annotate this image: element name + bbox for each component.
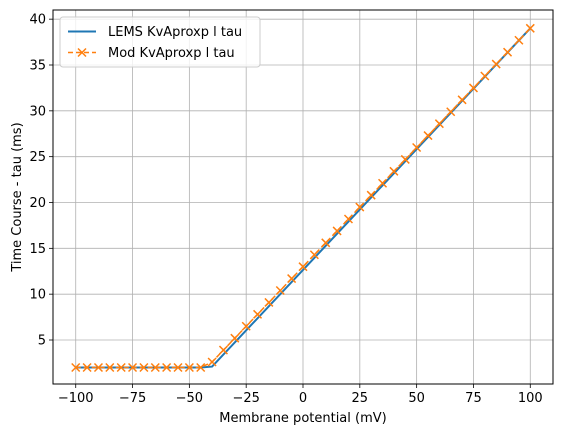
data-point-marker — [184, 362, 194, 373]
x-tick-label: 75 — [465, 391, 482, 406]
y-tick-label: 20 — [29, 196, 46, 211]
legend-marker-mod — [77, 47, 87, 58]
data-point-marker — [139, 362, 149, 373]
data-point-marker — [400, 154, 410, 164]
data-point-marker — [446, 107, 456, 117]
data-point-marker — [253, 309, 263, 319]
legend: LEMS KvAproxp l tau Mod KvAproxp l tau — [59, 16, 261, 68]
data-point-marker — [82, 362, 92, 373]
data-point-marker — [173, 362, 183, 373]
data-point-marker — [264, 297, 274, 307]
data-point-marker — [298, 262, 308, 272]
y-axis-ticks: 5 10 15 20 25 30 35 40 — [29, 13, 53, 349]
data-point-marker — [525, 23, 535, 33]
grid-lines — [53, 10, 553, 384]
y-axis-label: Time Course - tau (ms) — [10, 122, 25, 272]
data-point-marker — [241, 321, 251, 331]
data-point-marker — [275, 285, 285, 296]
data-point-marker — [71, 362, 81, 373]
x-tick-label: 50 — [408, 391, 425, 406]
data-point-marker — [343, 214, 353, 224]
y-tick-label: 10 — [29, 288, 46, 303]
data-point-marker — [389, 166, 399, 176]
legend-box — [59, 16, 261, 68]
data-point-marker — [423, 131, 433, 141]
y-tick-label: 30 — [29, 104, 46, 119]
data-point-marker — [434, 119, 444, 129]
data-point-marker — [309, 250, 319, 260]
data-point-marker — [480, 71, 490, 81]
x-axis-ticks: −100 −75 −50 −25 0 25 50 75 100 — [58, 384, 543, 406]
data-point-marker — [514, 35, 524, 45]
y-tick-label: 35 — [29, 59, 46, 74]
data-point-marker — [230, 333, 240, 343]
x-axis-label: Membrane potential (mV) — [219, 411, 386, 426]
series-layer — [71, 23, 535, 373]
data-point-marker — [116, 362, 126, 373]
x-tick-label: 0 — [299, 391, 307, 406]
data-point-marker — [366, 190, 376, 200]
data-point-marker — [355, 202, 365, 212]
data-point-marker — [162, 362, 172, 373]
legend-label-mod: Mod KvAproxp l tau — [108, 46, 235, 61]
data-point-marker — [332, 226, 342, 236]
x-tick-label: −25 — [232, 391, 259, 406]
data-point-marker — [287, 274, 297, 284]
data-point-marker — [321, 238, 331, 248]
data-point-marker — [378, 178, 388, 188]
data-point-marker — [412, 142, 422, 153]
x-tick-label: −75 — [119, 391, 146, 406]
data-point-marker — [93, 362, 103, 373]
data-point-marker — [468, 83, 478, 93]
legend-x-marker — [77, 47, 87, 58]
data-point-marker — [207, 357, 217, 367]
data-point-marker — [503, 47, 513, 57]
data-point-marker — [491, 59, 501, 69]
x-tick-label: 25 — [352, 391, 369, 406]
x-tick-label: −50 — [176, 391, 203, 406]
x-tick-label: 100 — [518, 391, 543, 406]
data-point-marker — [150, 362, 160, 373]
y-tick-label: 40 — [29, 13, 46, 28]
legend-label-lems: LEMS KvAproxp l tau — [108, 25, 242, 40]
series-line-lems — [75, 27, 531, 369]
data-point-marker — [105, 362, 115, 373]
data-point-marker — [196, 362, 206, 373]
x-tick-label: −100 — [58, 391, 94, 406]
data-point-marker — [457, 95, 467, 105]
data-point-marker — [218, 345, 228, 355]
y-tick-label: 15 — [29, 242, 46, 257]
data-point-marker — [128, 362, 138, 373]
y-tick-label: 25 — [29, 150, 46, 165]
y-tick-label: 5 — [38, 334, 46, 349]
